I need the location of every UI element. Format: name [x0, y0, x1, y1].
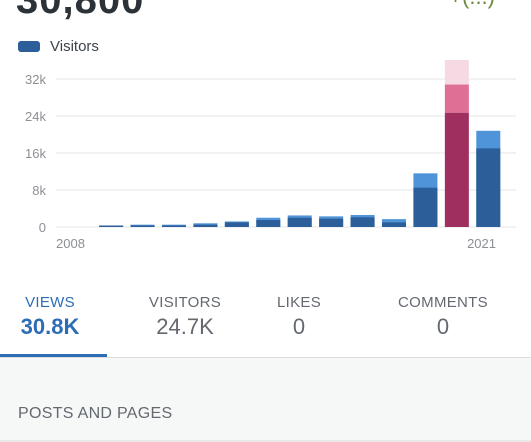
- legend-swatch-visitors: [18, 41, 40, 52]
- tab-views-value: 30.8K: [20, 314, 80, 339]
- stats-bar-chart: 0 8k 16k 24k 32k 2008 2021: [25, 60, 516, 251]
- bar-views: [444, 84, 469, 113]
- y-tick-label: 32k: [25, 72, 46, 87]
- bar-visitors: [382, 222, 406, 227]
- bar-visitors: [130, 225, 155, 227]
- posts-and-pages-section: POSTS AND PAGES: [0, 358, 531, 442]
- tab-visitors-label: VISITORS: [148, 294, 222, 311]
- bar-visitors: [413, 187, 438, 227]
- x-tick-label-start: 2008: [56, 236, 85, 251]
- bar-views-extended: [444, 60, 469, 85]
- stats-tabs: VIEWS 30.8K VISITORS 24.7K LIKES 0 COMME…: [0, 286, 531, 360]
- total-views-heading: 30,800: [16, 0, 145, 22]
- section-title: POSTS AND PAGES: [18, 405, 173, 422]
- y-tick-label: 16k: [25, 146, 46, 161]
- bar-visitors: [193, 224, 218, 227]
- tab-visitors-value: 24.7K: [156, 314, 214, 339]
- tab-comments[interactable]: COMMENTS 0: [386, 294, 500, 340]
- bar-visitors: [444, 112, 469, 227]
- x-tick-label-end: 2021: [467, 236, 496, 251]
- bar-visitors: [99, 225, 124, 227]
- tab-likes-value: 0: [292, 314, 306, 339]
- active-tab-indicator: [0, 354, 107, 357]
- y-tick-label: 8k: [32, 183, 46, 198]
- bar-visitors: [319, 218, 344, 227]
- bar-visitors: [476, 148, 501, 227]
- bar-visitors: [256, 220, 281, 227]
- tab-visitors[interactable]: VISITORS 24.7K: [140, 294, 230, 340]
- change-indicator: +(...): [449, 0, 495, 10]
- section-divider: [0, 440, 531, 442]
- bar-visitors: [224, 222, 249, 227]
- tab-comments-value: 0: [436, 314, 450, 339]
- tab-likes-label: LIKES: [276, 294, 322, 311]
- tab-views[interactable]: VIEWS 30.8K: [10, 294, 90, 340]
- bar-visitors: [162, 225, 186, 227]
- legend-label-visitors: Visitors: [50, 38, 99, 55]
- tab-comments-label: COMMENTS: [398, 294, 488, 311]
- tab-likes[interactable]: LIKES 0: [266, 294, 332, 340]
- chart-legend: Visitors: [18, 38, 99, 55]
- y-tick-label: 24k: [25, 109, 46, 124]
- bar-visitors: [287, 217, 312, 227]
- bar-visitors: [350, 217, 375, 227]
- tabs-divider: [0, 357, 531, 358]
- y-tick-label: 0: [39, 220, 46, 235]
- tab-views-label: VIEWS: [25, 294, 75, 311]
